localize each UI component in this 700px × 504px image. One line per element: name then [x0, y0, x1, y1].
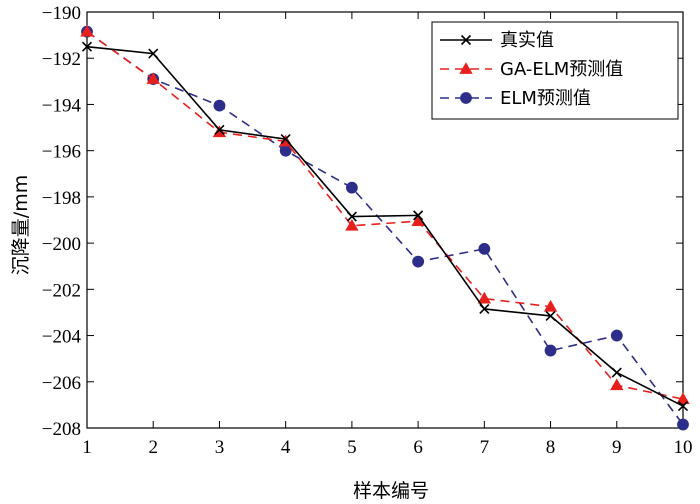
x-tick-label: 1 — [82, 437, 92, 458]
y-tick-label: −206 — [42, 373, 81, 394]
x-marker-stroke — [677, 400, 689, 412]
x-tick-label: 10 — [674, 437, 693, 458]
data-point — [81, 41, 93, 52]
legend-box — [431, 21, 679, 120]
x-tick-label: 9 — [612, 437, 622, 458]
data-point — [477, 291, 492, 304]
legend-label: ELM预测值 — [500, 88, 591, 109]
series-line — [86, 45, 684, 407]
y-tick-label: −192 — [42, 49, 81, 70]
data-point — [280, 134, 291, 145]
data-point — [80, 24, 94, 37]
legend-item: GA-ELM预测值 — [440, 59, 623, 80]
x-marker-stroke — [611, 367, 622, 378]
data-point — [677, 400, 689, 412]
y-tick-label: −208 — [42, 419, 81, 440]
x-marker-stroke — [460, 34, 472, 46]
series-line — [86, 30, 684, 400]
data-point — [610, 329, 623, 342]
data-point — [545, 310, 556, 321]
y-tick-label: −202 — [42, 280, 81, 301]
data-point — [412, 255, 425, 268]
data-point — [677, 418, 689, 431]
x-marker-stroke — [413, 210, 424, 221]
x-axis-label: 样本编号 — [353, 480, 429, 502]
legend-marker — [460, 92, 472, 104]
x-marker-stroke — [214, 124, 225, 135]
data-point — [544, 344, 557, 357]
y-tick-label: −200 — [42, 234, 81, 255]
y-tick-label: −204 — [42, 327, 82, 348]
x-tick-label: 8 — [546, 437, 556, 458]
x-tick-label: 4 — [281, 437, 291, 458]
data-point — [413, 210, 424, 221]
data-point — [148, 48, 159, 59]
plot-frame — [86, 11, 684, 429]
y-tick-label: −194 — [42, 95, 82, 116]
data-point — [345, 181, 358, 194]
y-tick-label: −190 — [42, 3, 81, 24]
data-point — [146, 72, 160, 84]
x-tick-label: 5 — [347, 437, 357, 458]
x-marker-stroke — [479, 303, 490, 315]
legend-item: ELM预测值 — [440, 88, 591, 109]
data-point — [346, 211, 357, 222]
x-marker-stroke — [545, 310, 556, 321]
legend: 真实值 GA-ELM预测值 ELM预测值 — [431, 21, 679, 120]
axes — [86, 11, 684, 429]
x-tick-label: 7 — [480, 437, 490, 458]
x-marker-stroke — [280, 134, 291, 145]
legend-marker — [459, 62, 473, 74]
data-point — [478, 242, 491, 255]
data-point — [214, 124, 225, 135]
data-point — [213, 99, 226, 112]
series-group — [80, 24, 690, 431]
series-line — [86, 30, 684, 426]
data-point — [611, 367, 622, 378]
x-tick-label: 2 — [148, 437, 158, 458]
data-point — [676, 392, 690, 405]
series-2 — [80, 24, 690, 405]
legend-item: 真实值 — [440, 30, 554, 51]
legend-label: 真实值 — [500, 30, 554, 51]
x-tick-label: 6 — [413, 437, 423, 458]
y-tick-label: −198 — [42, 188, 81, 209]
x-tick-label: 3 — [215, 437, 225, 458]
x-marker-stroke — [346, 211, 357, 222]
data-point — [479, 303, 490, 315]
y-axis-label: 沉降量/mm — [10, 175, 32, 275]
x-marker-stroke — [148, 48, 159, 59]
legend-label: GA-ELM预测值 — [500, 59, 623, 80]
data-point — [212, 125, 227, 138]
series-1 — [81, 41, 689, 412]
data-point — [279, 144, 292, 157]
y-tick-label: −196 — [42, 142, 81, 163]
data-point — [345, 218, 359, 231]
x-marker-stroke — [81, 41, 93, 52]
data-point — [610, 378, 624, 391]
data-point — [543, 299, 558, 312]
legend-marker — [460, 34, 472, 46]
